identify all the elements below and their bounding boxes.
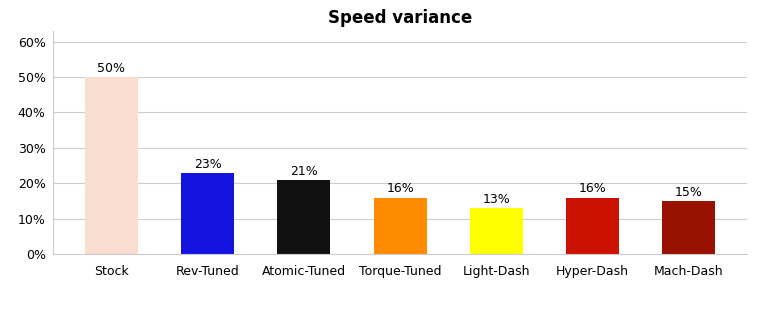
Bar	[470, 208, 523, 254]
Text: 21%: 21%	[290, 165, 318, 178]
Bar	[566, 197, 619, 254]
Bar	[373, 197, 427, 254]
Bar	[181, 173, 234, 254]
Text: 16%: 16%	[386, 182, 414, 195]
Bar	[662, 201, 716, 254]
Text: 16%: 16%	[578, 182, 607, 195]
Text: 50%: 50%	[98, 62, 125, 75]
Text: 23%: 23%	[194, 157, 222, 170]
Title: Speed variance: Speed variance	[328, 9, 472, 27]
Bar	[277, 180, 330, 254]
Text: 13%: 13%	[482, 193, 511, 206]
Text: 15%: 15%	[675, 186, 703, 199]
Bar	[85, 77, 138, 254]
